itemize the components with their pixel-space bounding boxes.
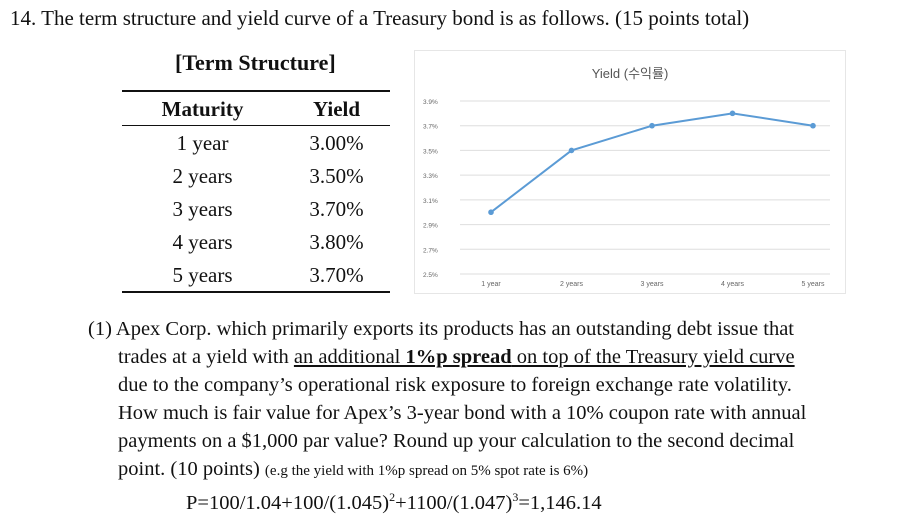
header-maturity: Maturity (161, 97, 244, 121)
x-tick-label: 5 years (802, 281, 825, 288)
y-tick-label: 2.5% (423, 272, 438, 279)
maturity-cell: 3 years (172, 196, 233, 221)
spread-suffix: on top of the Treasury yield curve (511, 346, 795, 368)
y-tick-label: 2.7% (423, 247, 438, 254)
part-1-line-2: trades at a yield with an additional 1%p… (88, 343, 888, 371)
term-structure-caption: [Term Structure] (175, 50, 336, 75)
chart-title: Yield (수익률) (592, 66, 669, 81)
question-title: 14. The term structure and yield curve o… (10, 6, 750, 30)
formula-part-1: P=100/1.04+100/(1.045) (186, 492, 390, 514)
spread-bold: 1%p spread (405, 346, 512, 368)
maturity-cell: 4 years (172, 229, 233, 254)
y-tick-label: 3.9% (423, 99, 438, 106)
part-1-line-5: payments on a $1,000 par value? Round up… (118, 430, 795, 452)
part-1-line-4: How much is fair value for Apex’s 3-year… (118, 402, 807, 424)
table-row: 3 years 3.70% (122, 192, 390, 225)
example-note: (e.g the yield with 1%p spread on 5% spo… (264, 463, 589, 479)
x-tick-label: 3 years (641, 281, 664, 288)
data-point (488, 209, 494, 216)
x-tick-label: 4 years (721, 281, 744, 288)
spread-prefix: an additional (293, 346, 406, 368)
part-1-line-1: (1) Apex Corp. which primarily exports i… (88, 318, 794, 340)
yield-cell: 3.50% (309, 163, 364, 188)
formula-exponent-2: 3 (512, 490, 519, 505)
part-1-paragraph: (1) Apex Corp. which primarily exports i… (88, 315, 888, 485)
table-row: 4 years 3.80% (122, 225, 390, 258)
formula-result: =1,146.14 (518, 492, 602, 514)
part-1-line-2-start: trades at a yield with (118, 346, 294, 368)
formula-part-2: +1100/(1.047) (395, 492, 513, 514)
y-tick-label: 3.5% (423, 148, 438, 155)
formula-exponent-1: 2 (389, 490, 396, 505)
x-tick-label: 1 year (481, 281, 501, 288)
table-header-row: Maturity Yield (122, 91, 390, 126)
maturity-cell: 1 year (176, 130, 229, 155)
answer-formula: P=100/1.04+100/(1.045)2+1100/(1.047)3=1,… (186, 490, 602, 515)
data-point (568, 147, 575, 154)
y-tick-label: 3.1% (423, 198, 438, 205)
maturity-cell: 2 years (172, 163, 233, 188)
yield-cell: 3.00% (309, 130, 364, 155)
part-1-line-6: point. (10 points) (e.g the yield with 1… (88, 455, 888, 485)
spread-underlined-text: an additional 1%p spread on top of the T… (294, 346, 795, 368)
points-text: point. (10 points) (118, 458, 265, 480)
maturity-cell: 5 years (172, 262, 233, 287)
table-row: 5 years 3.70% (122, 258, 390, 292)
yield-chart-svg: Yield (수익률) 3.9% 3.7% 3.5% 3.3% 3.1% 2.9% 2.7%… (423, 66, 830, 288)
part-1-line-3: due to the company’s operational risk ex… (118, 374, 792, 396)
yield-cell: 3.80% (309, 229, 364, 254)
x-tick-label: 2 years (560, 281, 583, 288)
data-point (729, 110, 736, 117)
data-point (810, 122, 816, 129)
y-tick-label: 3.7% (423, 124, 438, 131)
y-tick-label: 3.3% (423, 173, 438, 180)
data-point (649, 122, 655, 129)
table-row: 1 year 3.00% (122, 126, 390, 160)
header-yield: Yield (312, 97, 361, 121)
yield-cell: 3.70% (309, 262, 364, 287)
table-row: 2 years 3.50% (122, 159, 390, 192)
yield-chart: Yield (수익률) 3.9% 3.7% 3.5% 3.3% 3.1% 2.9% 2.7%… (414, 50, 846, 294)
term-structure-table: Maturity Yield 1 year 3.00% 2 years 3.50… (122, 90, 390, 293)
y-tick-label: 2.9% (423, 223, 438, 230)
yield-cell: 3.70% (309, 196, 364, 221)
